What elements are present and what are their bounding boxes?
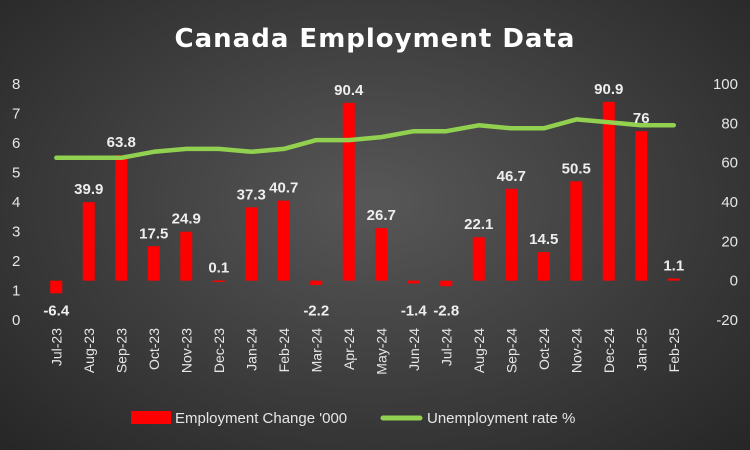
bar-jul-23	[50, 280, 63, 294]
x-tick-feb-24: Feb-24	[276, 328, 292, 373]
data-label-jan-25: 76	[633, 110, 650, 127]
data-label-dec-23: 0.1	[208, 259, 229, 276]
data-label-oct-23: 17.5	[139, 225, 168, 242]
x-tick-jan-24: Jan-24	[243, 328, 259, 371]
bar-may-24	[375, 228, 388, 281]
x-tick-sep-24: Sep-24	[503, 328, 519, 373]
legend: Employment Change '000 Unemployment rate…	[131, 410, 575, 427]
x-tick-apr-24: Apr-24	[341, 328, 357, 370]
unemployment-rate-line	[54, 117, 677, 161]
x-tick-dec-24: Dec-24	[601, 328, 617, 373]
bar-aug-23	[82, 202, 95, 281]
data-label-jul-24: -2.8	[433, 303, 459, 320]
data-label-sep-24: 46.7	[497, 168, 526, 185]
bar-aug-24	[472, 237, 485, 281]
right-axis-tick-80: 80	[721, 115, 738, 132]
left-axis-tick-6: 6	[12, 135, 20, 152]
data-label-may-24: 26.7	[367, 207, 396, 224]
right-axis-tick-20: 20	[721, 233, 738, 250]
bar-apr-24	[342, 102, 355, 281]
data-label-jul-23: -6.4	[43, 303, 70, 320]
data-label-jan-24: 37.3	[237, 186, 266, 203]
line-layer	[54, 117, 677, 161]
right-axis-tick-40: 40	[721, 194, 738, 211]
bar-sep-24	[505, 188, 518, 281]
left-axis-tick-3: 3	[12, 224, 20, 241]
bar-nov-24	[570, 181, 583, 281]
bar-jun-24	[407, 280, 420, 284]
axes-layer: 0 1 2 3 4 5 6 7 8 -20 0 20 40 60 80 100 Jul-23 Aug-23 Sep-…	[12, 76, 738, 375]
legend-label-unemployment-rate: Unemployment rate %	[427, 410, 575, 427]
bar-jan-24	[245, 207, 258, 281]
bar-feb-24	[277, 200, 290, 281]
left-axis-tick-8: 8	[12, 76, 20, 93]
right-axis-tick-100: 100	[713, 76, 738, 93]
x-tick-jun-24: Jun-24	[406, 328, 422, 371]
data-label-apr-24: 90.4	[334, 82, 364, 99]
left-axis-tick-0: 0	[12, 312, 20, 329]
data-label-aug-24: 22.1	[464, 216, 493, 233]
legend-swatch-employment-change	[131, 411, 171, 424]
right-axis-tick--20: -20	[716, 312, 738, 329]
bar-feb-25	[667, 278, 680, 281]
bar-jul-24	[440, 280, 453, 287]
data-label-feb-24: 40.7	[269, 180, 298, 197]
x-tick-mar-24: Mar-24	[308, 328, 324, 373]
left-axis-tick-5: 5	[12, 165, 20, 182]
x-tick-jan-25: Jan-25	[633, 328, 649, 371]
data-labels-layer: -6.4 39.9 63.8 17.524.9 0.1 37.3 40.7 -2.2 90.4 2…	[43, 81, 684, 320]
x-tick-sep-23: Sep-23	[113, 328, 129, 373]
bar-mar-24	[310, 280, 323, 285]
bar-dec-24	[602, 101, 615, 281]
x-tick-oct-23: Oct-23	[146, 328, 162, 370]
bar-oct-23	[147, 246, 160, 281]
data-label-aug-23: 39.9	[74, 181, 103, 198]
left-axis-tick-7: 7	[12, 106, 20, 123]
bar-jan-25	[635, 131, 648, 281]
x-tick-feb-25: Feb-25	[666, 328, 682, 373]
x-tick-oct-24: Oct-24	[536, 328, 552, 370]
data-label-feb-25: 1.1	[663, 258, 684, 275]
left-axis-tick-2: 2	[12, 253, 20, 270]
x-tick-jul-23: Jul-23	[48, 328, 64, 366]
x-tick-dec-23: Dec-23	[211, 328, 227, 373]
data-label-nov-24: 50.5	[562, 160, 591, 177]
x-tick-jul-24: Jul-24	[438, 328, 454, 366]
left-axis-tick-1: 1	[12, 283, 20, 300]
data-label-oct-24: 14.5	[529, 231, 558, 248]
right-axis-tick-60: 60	[721, 155, 738, 172]
x-tick-nov-23: Nov-23	[178, 328, 194, 373]
chart-title: Canada Employment Data	[175, 24, 576, 54]
right-axis-tick-0: 0	[730, 273, 738, 290]
bar-dec-23	[212, 280, 225, 282]
data-label-jun-24: -1.4	[401, 303, 428, 320]
data-label-mar-24: -2.2	[303, 303, 329, 320]
bar-oct-24	[537, 252, 550, 281]
data-label-nov-23: 24.9	[172, 211, 201, 228]
x-tick-may-24: May-24	[373, 328, 389, 375]
bar-sep-23	[115, 155, 128, 281]
data-label-dec-24: 90.9	[594, 81, 623, 98]
legend-label-employment-change: Employment Change '000	[175, 410, 347, 427]
left-axis-tick-4: 4	[12, 194, 20, 211]
x-tick-aug-24: Aug-24	[471, 328, 487, 373]
bar-nov-23	[180, 231, 193, 281]
bars-layer	[50, 101, 680, 294]
data-label-sep-23: 63.8	[107, 134, 136, 151]
x-tick-aug-23: Aug-23	[81, 328, 97, 373]
x-tick-nov-24: Nov-24	[568, 328, 584, 373]
